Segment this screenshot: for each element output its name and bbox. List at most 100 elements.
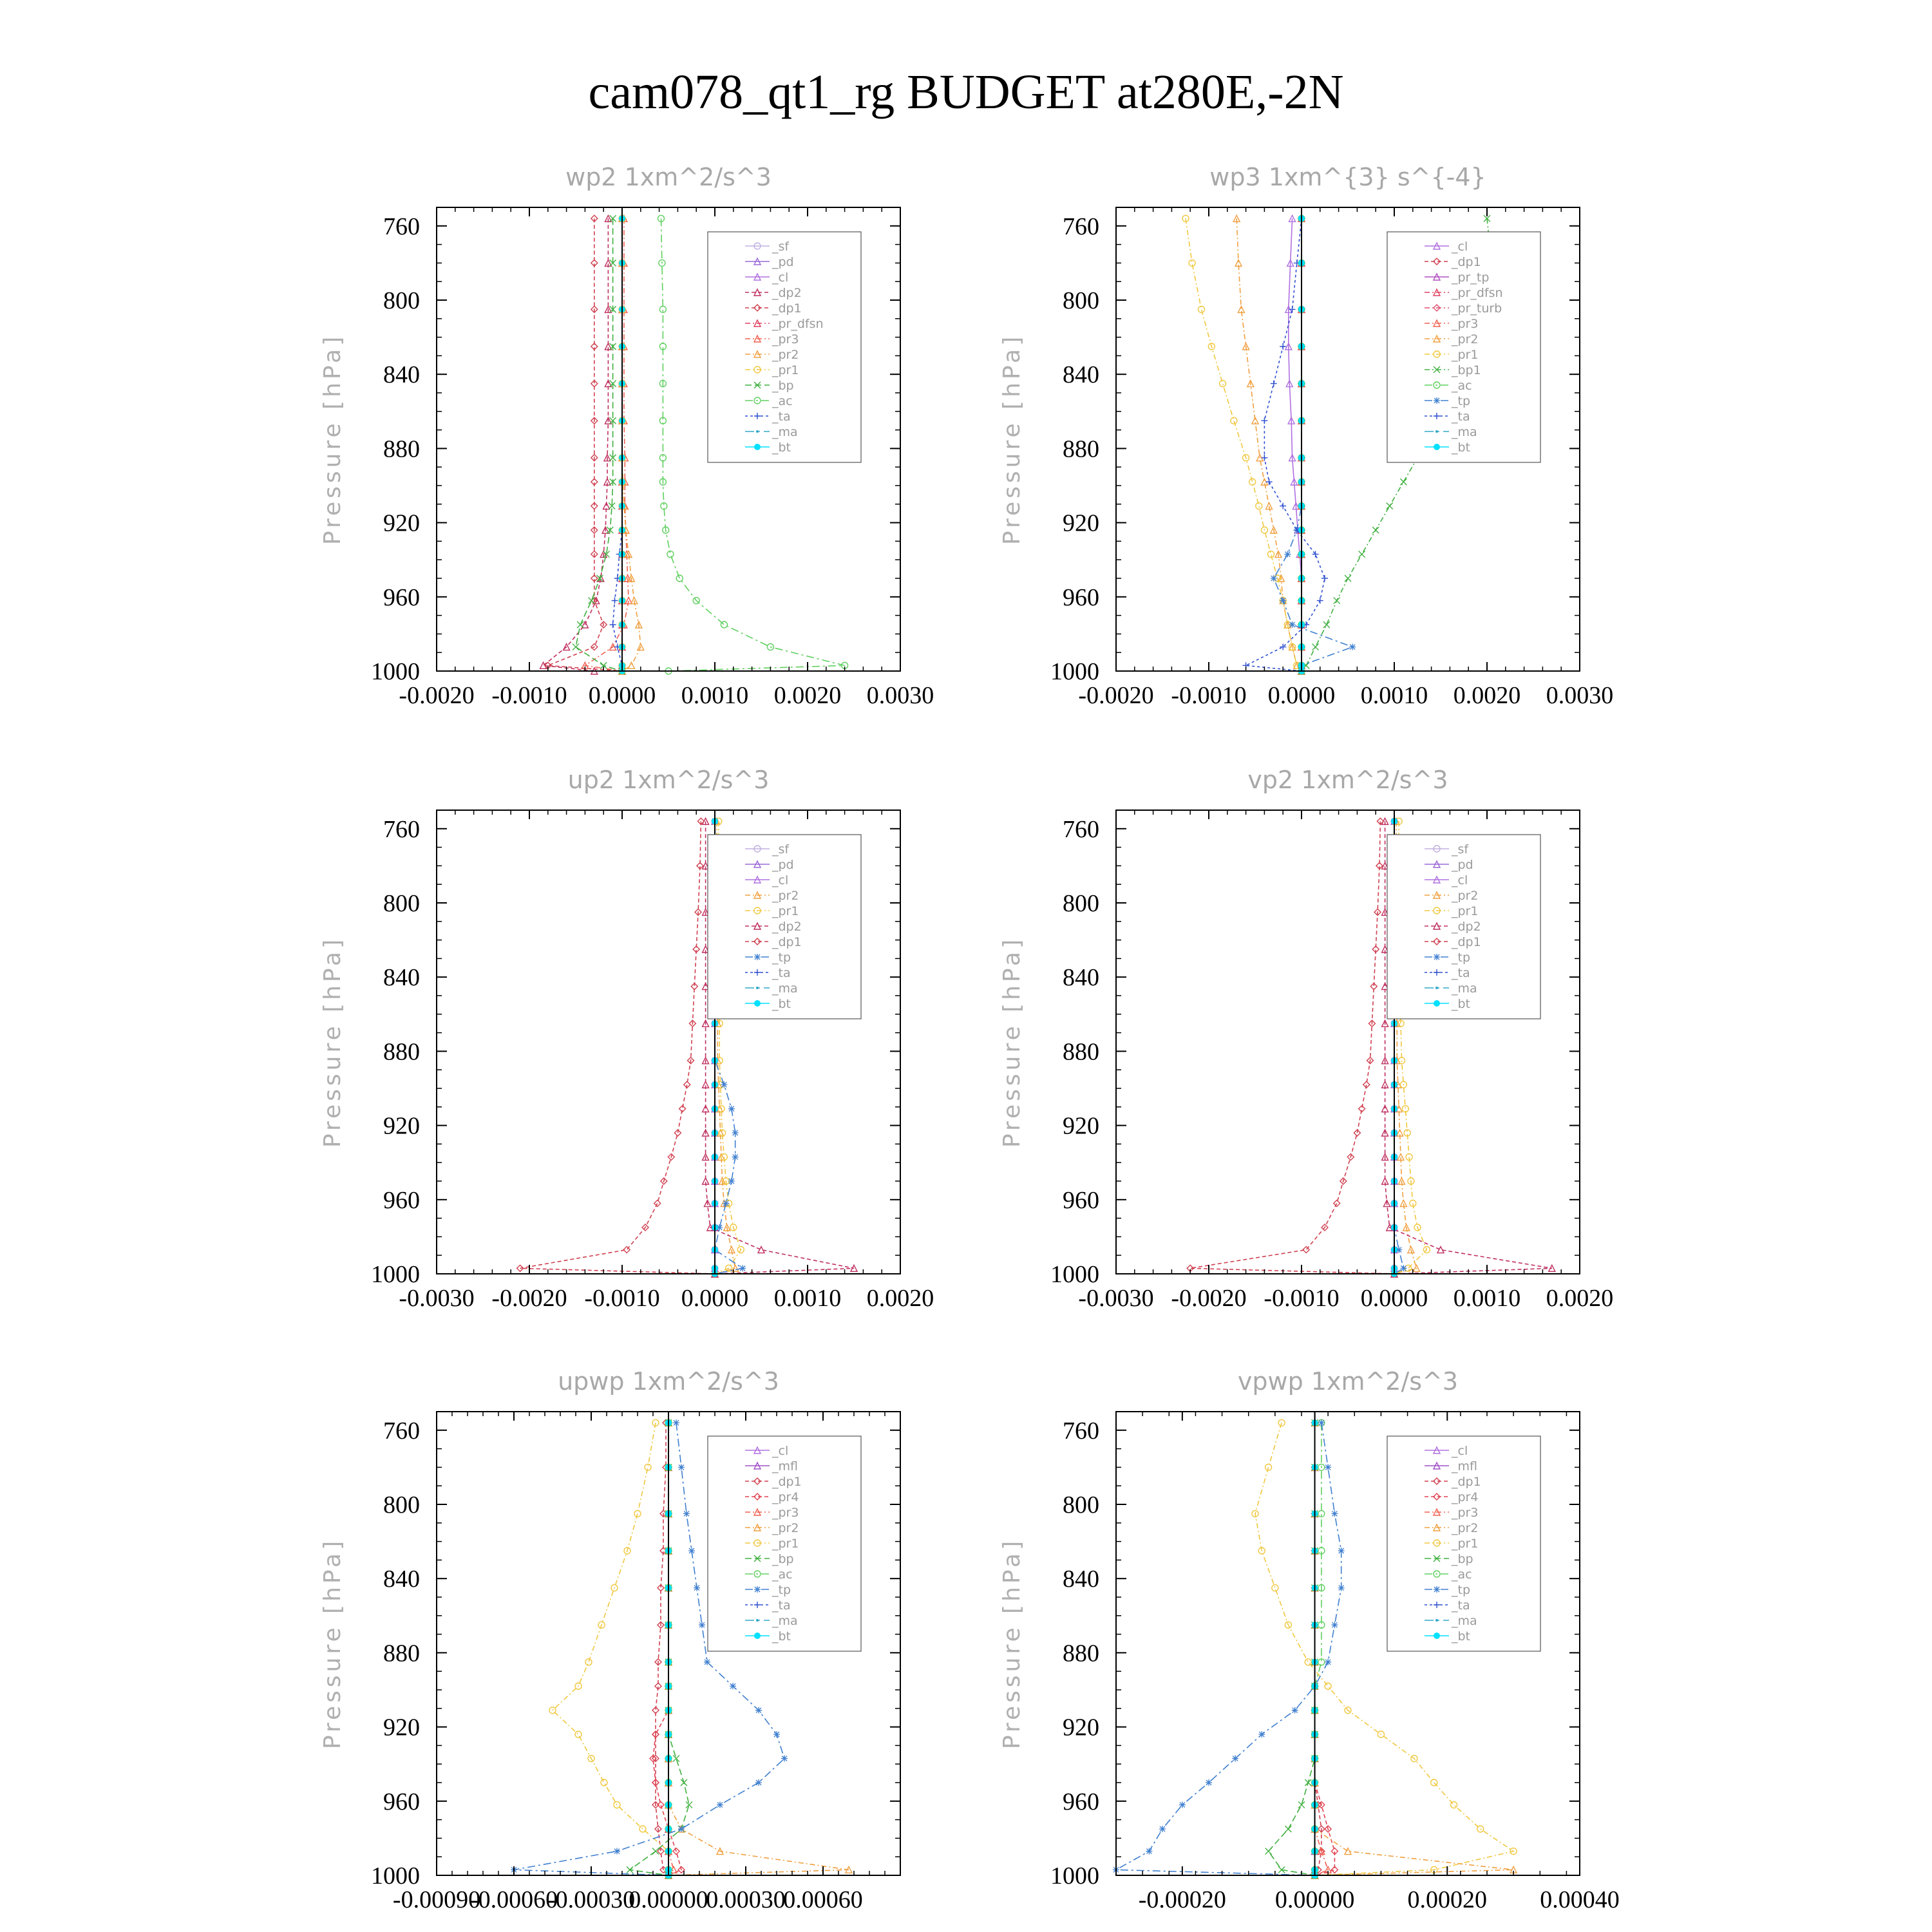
legend-item: _dp2 [772,286,802,300]
legend-item: _dp1 [772,935,802,949]
legend-item: _mfl [1451,1459,1477,1473]
series-line_pr4 [1314,1423,1336,1876]
series-markers_pr1 [549,1419,672,1879]
legend-item: _dp2 [1451,920,1481,934]
y-tick-label: 800 [383,1492,420,1519]
legend-item: _cl [1451,873,1468,887]
x-tick-label: 0.00000 [1275,1886,1355,1913]
legend-item: _tp [1451,951,1470,965]
legend-item: _dp1 [1451,935,1481,949]
legend-item: _ac [772,1567,793,1582]
legend-item: _bt [772,440,791,455]
x-tick-label: 0.00060 [783,1886,863,1913]
plot-frame [436,810,901,1274]
series-markers_pr4 [649,1419,685,1879]
series-line_pr1 [1185,218,1302,672]
x-tick-label: 0.0010 [1361,682,1428,709]
y-tick-label: 960 [1063,1187,1099,1214]
legend-item: _ta [772,1598,791,1613]
y-tick-label: 1000 [371,658,420,685]
y-tick-label: 800 [383,287,420,314]
x-tick-label: 0.0030 [1546,682,1614,709]
legend-item: _pr_turb [1451,301,1502,316]
y-tick-label: 960 [383,1187,420,1214]
legend-item: _tp [772,951,791,965]
x-tick-label: 0.0030 [867,682,934,709]
y-tick-label: 920 [1063,510,1099,537]
series-markers_ta [1242,215,1328,674]
x-tick-label: -0.00030 [547,1886,635,1913]
series-line_dp2 [542,218,609,672]
legend-item: _pr3 [1451,1506,1478,1520]
legend-item: _sf [772,842,790,857]
legend-item: _pr4 [772,1490,799,1504]
x-tick-label: 0.00040 [1540,1886,1620,1913]
plot-frame [1115,207,1580,672]
panel-title: vpwp 1xm^2/s^3 [1238,1367,1458,1396]
legend-item: _pr1 [1451,348,1478,362]
y-tick-label: 800 [1063,890,1099,917]
y-tick-label: 800 [1063,1492,1099,1519]
legend-item: _pr1 [1451,904,1478,918]
series-line_pr4 [652,1423,682,1876]
series-markers_tp [1270,215,1356,674]
legend-item: _ma [772,1614,798,1628]
legend-item: _pr_dfsn [772,317,824,331]
series-markers_dp1 [1186,817,1398,1278]
y-tick-label: 1000 [1050,658,1099,685]
legend-item: _bp [772,1552,794,1566]
legend-item: _bp [1451,1552,1473,1566]
y-axis-label: Pressure [hPa] [999,1538,1025,1749]
series-markers_dp2 [539,214,612,675]
y-tick-label: 880 [1063,1038,1099,1065]
legend-item: _ac [1451,1567,1472,1582]
series-line_bp [628,1423,690,1876]
x-tick-label: 0.0000 [681,1285,749,1312]
legend: _cl_dp1_pr_tp_pr_dfsn_pr_turb_pr3_pr2 _pr… [1387,231,1541,463]
legend-item: _pr_tp [1451,270,1489,285]
legend-item: _dp1 [772,301,802,316]
panel-1: wp2 1xm^2/s^3 Pressure [hPa] -0.0020 -0.001… [319,163,934,709]
plot-frame [436,207,901,672]
y-tick-label: 880 [383,435,420,462]
series-line_pr1 [551,1423,669,1875]
y-tick-label: 760 [383,213,420,240]
legend-item: _mfl [772,1459,798,1473]
x-tick-label: 0.0010 [1454,1285,1521,1312]
panel-4: vp2 1xm^2/s^3 Pressure [hPa] -0.0030 -0.002… [999,766,1613,1312]
series-line_dp1 [520,821,715,1274]
y-tick-label: 920 [383,1113,420,1140]
legend: _sf_pd_cl _pr2_pr1 _dp2_dp1 _tp_ta_ma_bt [707,834,862,1019]
y-tick-label: 840 [383,1566,420,1593]
y-tick-label: 880 [383,1038,420,1065]
legend-item: _bp [772,379,794,393]
x-tick-label: -0.00020 [1139,1886,1226,1913]
series-line_tp [1114,1423,1342,1876]
series-markers_tp [1113,1419,1345,1879]
y-tick-label: 880 [383,1640,420,1667]
series-markers_tp [511,1419,788,1879]
legend-item: _dp1 [1451,1475,1481,1489]
legend-item: _ac [1451,379,1472,393]
panel-2: wp3 1xm^{3} s^{-4} Pressure [hPa] -0.0020-… [999,163,1613,709]
y-axis-label: Pressure [hPa] [999,334,1025,545]
legend-item: _cl [772,1444,788,1458]
x-tick-label: -0.0010 [584,1285,659,1312]
x-tick-label: -0.0010 [1171,682,1246,709]
y-tick-label: 760 [1063,1417,1099,1444]
series-line_pr2 [621,218,641,672]
y-tick-label: 960 [383,584,420,611]
legend-item: _pr4 [1451,1490,1478,1504]
legend-item: _pr1 [772,904,799,918]
legend-item: _tp [1451,394,1470,408]
legend-item: _dp1 [1451,255,1481,269]
panel-title: wp3 1xm^{3} s^{-4} [1209,163,1486,191]
legend-item: _pr2 [772,1521,799,1535]
y-tick-label: 1000 [1050,1862,1099,1889]
legend-item: _cl [772,873,788,887]
y-tick-label: 880 [1063,1640,1099,1667]
legend-item: _bt [1451,440,1470,455]
y-axis-label: Pressure [hPa] [319,936,346,1148]
y-tick-label: 840 [1063,964,1099,991]
y-tick-label: 760 [383,816,420,843]
